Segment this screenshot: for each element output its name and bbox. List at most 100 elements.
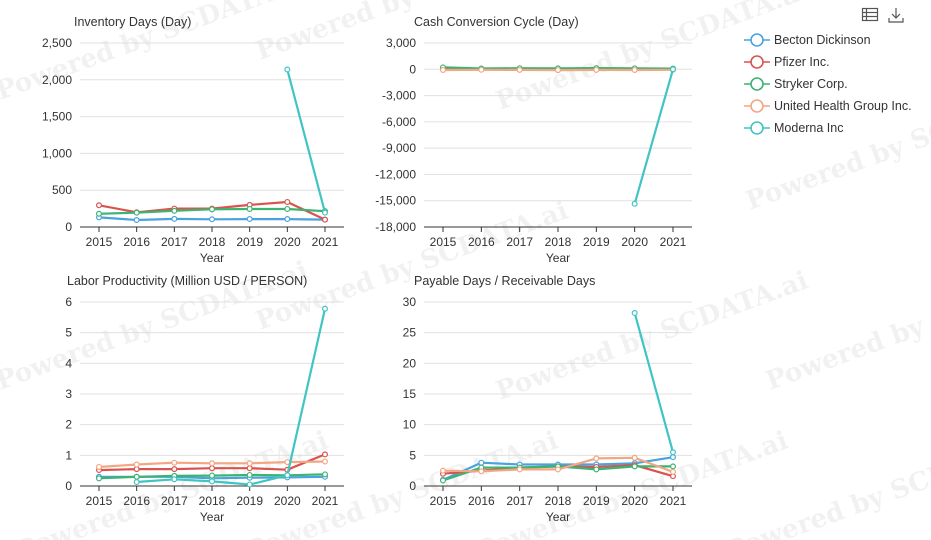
y-tick-label: 1	[65, 448, 72, 462]
data-point[interactable]	[478, 459, 485, 466]
data-point[interactable]	[322, 458, 329, 465]
data-point[interactable]	[516, 66, 523, 73]
x-axis-label: Year	[546, 510, 570, 524]
data-point[interactable]	[133, 473, 140, 480]
legend-item[interactable]: Stryker Corp.	[744, 77, 848, 91]
y-tick-label: 0	[409, 479, 416, 493]
data-point[interactable]	[95, 202, 102, 209]
data-point[interactable]	[478, 66, 485, 73]
y-tick-label: -9,000	[382, 141, 416, 155]
data-point[interactable]	[631, 66, 638, 73]
x-tick-label: 2021	[660, 235, 687, 249]
data-point[interactable]	[669, 454, 676, 461]
y-tick-label: -18,000	[375, 220, 416, 234]
data-point[interactable]	[669, 468, 676, 475]
data-point[interactable]	[171, 466, 178, 473]
x-tick-label: 2021	[312, 494, 339, 508]
series-line	[136, 308, 327, 486]
data-point[interactable]	[669, 66, 676, 73]
y-tick-label: -12,000	[375, 167, 416, 181]
data-point[interactable]	[322, 216, 329, 223]
legend-item[interactable]: Pfizer Inc.	[744, 55, 830, 69]
data-point[interactable]	[631, 200, 638, 207]
chart-title: Payable Days / Receivable Days	[414, 274, 595, 288]
y-tick-label: 10	[403, 418, 417, 432]
data-point[interactable]	[246, 216, 253, 223]
data-point[interactable]	[322, 471, 329, 478]
data-point[interactable]	[209, 206, 216, 213]
legend-item[interactable]: United Health Group Inc.	[744, 99, 912, 113]
chart-title: Inventory Days (Day)	[74, 15, 191, 29]
data-point[interactable]	[209, 216, 216, 223]
data-point[interactable]	[95, 475, 102, 482]
chart-labor-productivity: Labor Productivity (Million USD / PERSON…	[65, 274, 344, 524]
data-point[interactable]	[171, 476, 178, 483]
data-point[interactable]	[284, 472, 291, 479]
data-point[interactable]	[631, 454, 638, 461]
data-point[interactable]	[284, 216, 291, 223]
data-point[interactable]	[133, 217, 140, 224]
data-point[interactable]	[631, 310, 638, 317]
data-point[interactable]	[246, 481, 253, 488]
y-tick-label: 2,000	[42, 73, 72, 87]
data-point[interactable]	[440, 66, 447, 73]
series-line	[633, 312, 675, 453]
download-icon[interactable]	[887, 6, 907, 26]
data-point[interactable]	[95, 463, 102, 470]
data-point[interactable]	[246, 471, 253, 478]
x-tick-label: 2017	[506, 494, 533, 508]
chart-title: Cash Conversion Cycle (Day)	[414, 15, 579, 29]
x-tick-label: 2015	[430, 494, 457, 508]
data-point[interactable]	[478, 468, 485, 475]
data-point[interactable]	[209, 465, 216, 472]
y-tick-label: 1,000	[42, 146, 72, 160]
y-tick-label: 0	[65, 220, 72, 234]
data-point[interactable]	[246, 205, 253, 212]
data-point[interactable]	[171, 459, 178, 466]
data-point[interactable]	[631, 463, 638, 470]
legend-label: Pfizer Inc.	[774, 55, 830, 69]
legend-item[interactable]: Moderna Inc	[744, 121, 843, 135]
data-point[interactable]	[322, 305, 329, 312]
data-point[interactable]	[95, 210, 102, 217]
data-point[interactable]	[593, 466, 600, 473]
x-tick-label: 2021	[312, 235, 339, 249]
data-point[interactable]	[171, 207, 178, 214]
y-tick-label: 30	[403, 295, 417, 309]
data-point[interactable]	[209, 460, 216, 467]
data-point[interactable]	[246, 465, 253, 472]
x-tick-label: 2016	[123, 235, 150, 249]
legend-item[interactable]: Becton Dickinson	[744, 33, 871, 47]
legend-label: Moderna Inc	[774, 121, 843, 135]
data-point[interactable]	[554, 466, 561, 473]
data-point[interactable]	[133, 461, 140, 468]
data-point[interactable]	[284, 198, 291, 205]
data-point[interactable]	[209, 472, 216, 479]
data-point[interactable]	[133, 479, 140, 486]
data-point[interactable]	[440, 467, 447, 474]
data-point[interactable]	[554, 67, 561, 74]
data-point[interactable]	[246, 460, 253, 467]
x-tick-label: 2018	[199, 494, 226, 508]
data-point[interactable]	[593, 66, 600, 73]
data-point[interactable]	[593, 455, 600, 462]
data-point[interactable]	[322, 209, 329, 216]
chart-payable-receivable-days: Payable Days / Receivable Days 051015202…	[403, 274, 692, 524]
data-point[interactable]	[171, 215, 178, 222]
data-point[interactable]	[322, 451, 329, 458]
data-point[interactable]	[284, 205, 291, 212]
x-tick-label: 2018	[199, 235, 226, 249]
y-tick-label: 0	[409, 62, 416, 76]
data-point[interactable]	[133, 209, 140, 216]
table-icon[interactable]	[861, 6, 881, 26]
data-point[interactable]	[440, 477, 447, 484]
y-tick-label: 5	[409, 448, 416, 462]
x-axis-label: Year	[546, 251, 570, 265]
data-point[interactable]	[669, 463, 676, 470]
x-tick-label: 2019	[236, 235, 263, 249]
y-tick-label: -15,000	[375, 194, 416, 208]
data-point[interactable]	[669, 449, 676, 456]
data-point[interactable]	[209, 478, 216, 485]
data-point[interactable]	[284, 66, 291, 73]
data-point[interactable]	[516, 466, 523, 473]
